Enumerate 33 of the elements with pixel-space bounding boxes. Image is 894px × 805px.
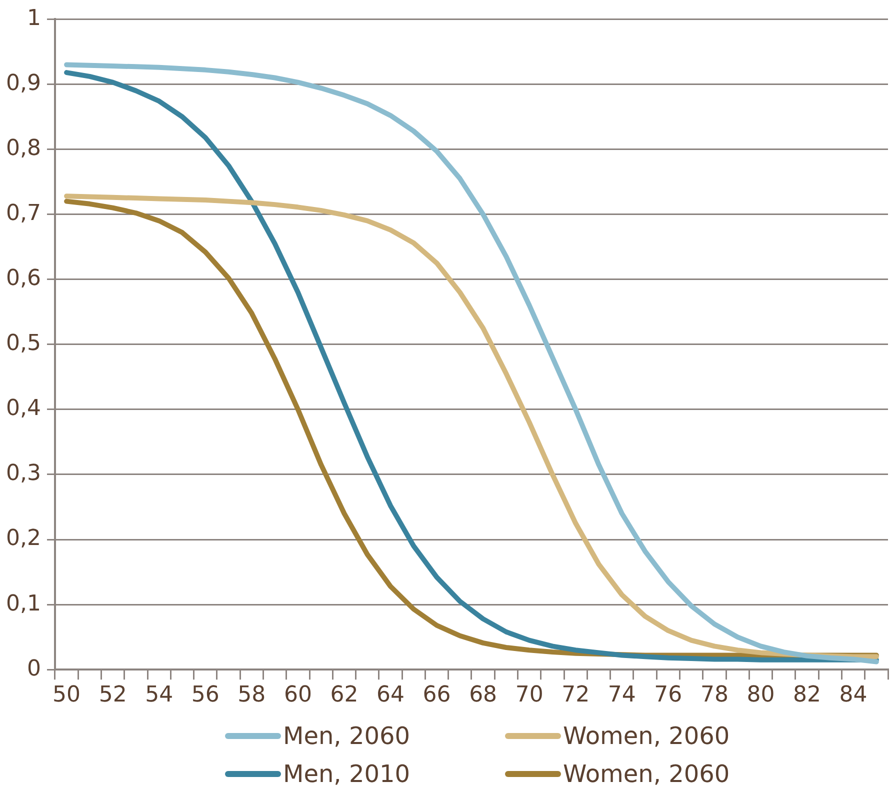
x-tick-label: 62 (330, 682, 358, 708)
x-tick-label: 52 (98, 682, 127, 708)
x-tick-label: 74 (608, 682, 636, 708)
x-tick-label: 72 (562, 682, 590, 708)
y-tick-label: 0,9 (6, 70, 41, 96)
y-tick-label: 0,8 (6, 136, 41, 161)
y-tick-label: 0,3 (6, 461, 41, 486)
y-tick-label: 1 (26, 6, 41, 31)
x-tick-label: 84 (839, 682, 868, 708)
x-tick-label: 78 (700, 682, 728, 708)
x-tick-label: 60 (284, 682, 312, 708)
y-tick-label: 0 (26, 656, 41, 682)
legend-label: Women, 2060 (563, 722, 730, 750)
y-tick-label: 0,2 (6, 526, 41, 552)
legend-label: Men, 2010 (283, 760, 410, 788)
y-tick-label: 0,4 (6, 396, 41, 422)
x-tick-label: 68 (469, 682, 498, 708)
x-tick-label: 80 (746, 682, 775, 708)
y-tick-label: 0,6 (6, 266, 41, 292)
x-tick-label: 50 (52, 682, 81, 708)
x-tick-label: 64 (376, 682, 405, 708)
x-tick-label: 56 (191, 682, 220, 708)
y-tick-label: 0,1 (6, 591, 41, 616)
x-tick-label: 76 (654, 682, 682, 708)
x-tick-label: 82 (793, 682, 822, 708)
legend-label: Women, 2060 (563, 760, 730, 788)
x-tick-label: 54 (145, 682, 174, 708)
legend-label: Men, 2060 (283, 722, 410, 750)
y-tick-label: 0,7 (6, 201, 41, 226)
x-tick-label: 58 (238, 682, 266, 708)
y-tick-label: 0,5 (6, 331, 41, 356)
x-tick-label: 70 (515, 682, 544, 708)
x-tick-label: 66 (422, 682, 451, 708)
